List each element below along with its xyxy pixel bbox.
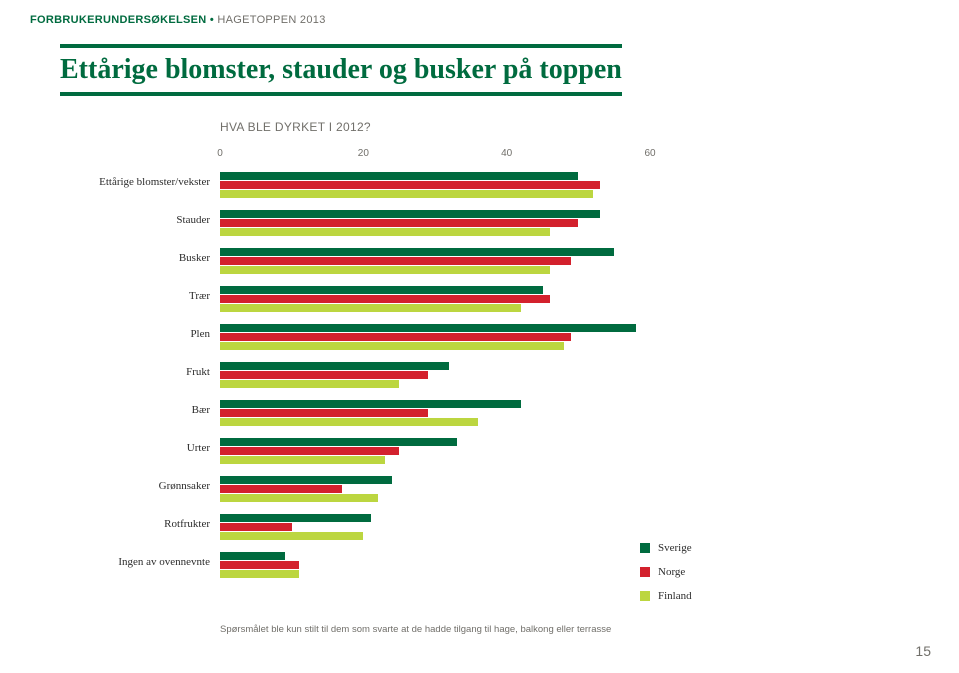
axis-tick: 20 bbox=[358, 148, 369, 159]
legend-item: Finland bbox=[640, 590, 692, 602]
bar bbox=[220, 438, 457, 446]
bar bbox=[220, 552, 285, 560]
category-row: Stauder bbox=[40, 210, 680, 236]
bar bbox=[220, 286, 543, 294]
bar bbox=[220, 342, 564, 350]
bar bbox=[220, 228, 550, 236]
legend: Sverige Norge Finland bbox=[640, 542, 692, 614]
category-row: Ettårige blomster/vekster bbox=[40, 172, 680, 198]
bar bbox=[220, 418, 478, 426]
bar-group bbox=[220, 210, 680, 236]
axis-tick: 40 bbox=[501, 148, 512, 159]
bar bbox=[220, 248, 614, 256]
category-label: Plen bbox=[40, 328, 210, 340]
chart-subtitle: HVA BLE DYRKET I 2012? bbox=[220, 120, 371, 134]
legend-item: Sverige bbox=[640, 542, 692, 554]
bar-group bbox=[220, 286, 680, 312]
category-row: Plen bbox=[40, 324, 680, 350]
bar-group bbox=[220, 476, 680, 502]
category-label: Urter bbox=[40, 442, 210, 454]
bar bbox=[220, 523, 292, 531]
bar bbox=[220, 181, 600, 189]
bar bbox=[220, 532, 363, 540]
bar bbox=[220, 362, 449, 370]
page-title: Ettårige blomster, stauder og busker på … bbox=[60, 44, 622, 96]
category-label: Ingen av ovennevnte bbox=[40, 556, 210, 568]
category-row: Rotfrukter bbox=[40, 514, 680, 540]
bar bbox=[220, 447, 399, 455]
bar bbox=[220, 570, 299, 578]
bar-chart: 0 20 40 60 Ettårige blomster/vekster Stauder… bbox=[40, 148, 680, 590]
bar bbox=[220, 266, 550, 274]
bar bbox=[220, 295, 550, 303]
category-label: Stauder bbox=[40, 214, 210, 226]
bar bbox=[220, 190, 593, 198]
legend-label: Sverige bbox=[658, 542, 692, 554]
category-row: Grønnsaker bbox=[40, 476, 680, 502]
category-label: Rotfrukter bbox=[40, 518, 210, 530]
page-number: 15 bbox=[915, 643, 931, 659]
bar-group bbox=[220, 248, 680, 274]
legend-label: Norge bbox=[658, 566, 685, 578]
bar bbox=[220, 380, 399, 388]
header-bold: FORBRUKERUNDERSØKELSEN bbox=[30, 14, 207, 26]
category-label: Grønnsaker bbox=[40, 480, 210, 492]
bar bbox=[220, 561, 299, 569]
axis-tick: 0 bbox=[217, 148, 223, 159]
bar bbox=[220, 514, 371, 522]
bar bbox=[220, 210, 600, 218]
category-row: Busker bbox=[40, 248, 680, 274]
legend-item: Norge bbox=[640, 566, 692, 578]
category-label: Ettårige blomster/vekster bbox=[40, 176, 210, 188]
bar-group bbox=[220, 438, 680, 464]
bar-group bbox=[220, 362, 680, 388]
category-label: Busker bbox=[40, 252, 210, 264]
legend-label: Finland bbox=[658, 590, 692, 602]
bar bbox=[220, 304, 521, 312]
bar bbox=[220, 494, 378, 502]
legend-swatch bbox=[640, 591, 650, 601]
category-label: Bær bbox=[40, 404, 210, 416]
bar bbox=[220, 476, 392, 484]
bar bbox=[220, 400, 521, 408]
category-row: Trær bbox=[40, 286, 680, 312]
bar-group bbox=[220, 514, 680, 540]
bar-group bbox=[220, 400, 680, 426]
x-axis: 0 20 40 60 bbox=[40, 148, 680, 164]
category-label: Frukt bbox=[40, 366, 210, 378]
category-row: Frukt bbox=[40, 362, 680, 388]
bar-group bbox=[220, 172, 680, 198]
category-label: Trær bbox=[40, 290, 210, 302]
bar bbox=[220, 485, 342, 493]
bar bbox=[220, 257, 571, 265]
legend-swatch bbox=[640, 567, 650, 577]
bar-group bbox=[220, 324, 680, 350]
legend-swatch bbox=[640, 543, 650, 553]
bar bbox=[220, 371, 428, 379]
bar bbox=[220, 456, 385, 464]
bar bbox=[220, 324, 636, 332]
report-header: FORBRUKERUNDERSØKELSEN • HAGETOPPEN 2013 bbox=[30, 14, 326, 26]
category-row: Ingen av ovennevnte bbox=[40, 552, 680, 578]
axis-tick: 60 bbox=[644, 148, 655, 159]
bar bbox=[220, 172, 578, 180]
bar bbox=[220, 219, 578, 227]
category-row: Bær bbox=[40, 400, 680, 426]
header-light: HAGETOPPEN 2013 bbox=[217, 14, 325, 26]
footnote: Spørsmålet ble kun stilt til dem som sva… bbox=[220, 624, 611, 635]
header-bullet: • bbox=[210, 14, 214, 26]
bar bbox=[220, 333, 571, 341]
bar-group bbox=[220, 552, 680, 578]
bar bbox=[220, 409, 428, 417]
category-row: Urter bbox=[40, 438, 680, 464]
